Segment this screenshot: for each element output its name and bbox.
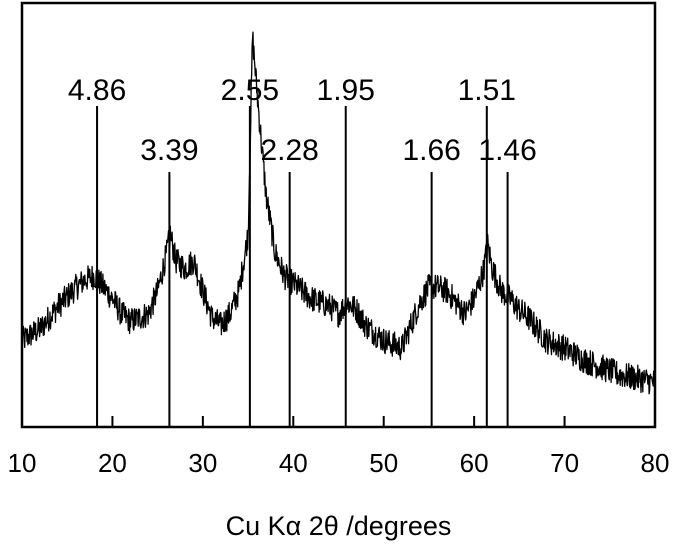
plot-frame xyxy=(20,1,657,429)
x-tick-label: 30 xyxy=(188,448,217,478)
x-tick-label: 50 xyxy=(369,448,398,478)
reference-labels: 4.86 3.39 2.55 2.28 1.95 1.66 1.51 1.46 xyxy=(68,74,537,167)
d-spacing-label: 4.86 xyxy=(68,74,126,107)
d-spacing-label: 1.46 xyxy=(478,134,536,167)
d-spacing-label: 2.55 xyxy=(221,74,279,107)
d-spacing-label: 1.51 xyxy=(458,74,516,107)
x-tick-label: 10 xyxy=(8,448,37,478)
x-axis-tick-labels: 10 20 30 40 50 60 70 80 xyxy=(8,448,670,478)
x-tick-label: 80 xyxy=(641,448,670,478)
x-tick-label: 60 xyxy=(460,448,489,478)
d-spacing-label: 2.28 xyxy=(260,134,318,167)
xrd-pattern-line xyxy=(21,31,656,395)
d-spacing-label: 1.95 xyxy=(317,74,375,107)
x-tick-label: 70 xyxy=(550,448,579,478)
d-spacing-label: 3.39 xyxy=(140,134,198,167)
x-tick-label: 40 xyxy=(279,448,308,478)
d-spacing-label: 1.66 xyxy=(402,134,460,167)
x-tick-label: 20 xyxy=(98,448,127,478)
x-axis-title: Cu Kα 2θ /degrees xyxy=(226,511,452,541)
x-axis-ticks xyxy=(21,416,656,427)
